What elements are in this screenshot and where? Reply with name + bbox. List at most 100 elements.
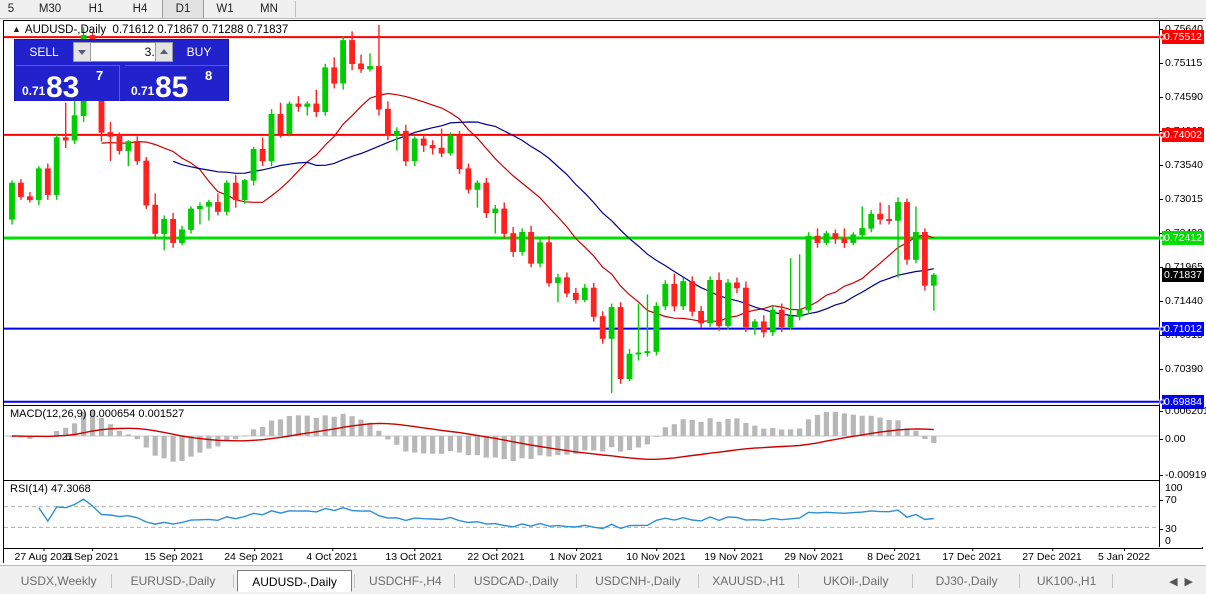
candlestick[interactable] (9, 182, 15, 220)
candlestick[interactable] (662, 283, 669, 307)
symbol-tab-xauusd-h1[interactable]: XAUUSD-,H1 (712, 574, 785, 588)
candlestick[interactable] (313, 103, 320, 113)
timeframe-button-h1[interactable]: H1 (88, 3, 104, 15)
candlestick[interactable] (331, 67, 338, 84)
volume-decrease-button[interactable] (73, 42, 91, 62)
candlestick[interactable] (859, 228, 866, 236)
candlestick[interactable] (62, 137, 69, 141)
candlestick[interactable] (787, 316, 794, 328)
candlestick[interactable] (44, 168, 51, 195)
price-level-label-support-blue[interactable]: 0.71012 (1162, 321, 1204, 336)
symbol-tab-usdcnh-daily[interactable]: USDCNH-,Daily (595, 574, 681, 588)
candlestick[interactable] (751, 321, 758, 328)
candlestick[interactable] (707, 279, 713, 324)
candlestick[interactable] (179, 229, 185, 243)
candlestick[interactable] (904, 202, 910, 260)
candlestick[interactable] (850, 234, 857, 243)
candlestick[interactable] (143, 160, 150, 206)
timeframe-button-d1[interactable]: D1 (162, 0, 204, 18)
candlestick[interactable] (367, 66, 373, 70)
candlestick[interactable] (18, 182, 24, 197)
price-level-handle[interactable] (1159, 326, 1165, 332)
candlestick[interactable] (375, 66, 382, 110)
candlestick[interactable] (402, 130, 409, 162)
candlestick[interactable] (26, 196, 33, 201)
candlestick[interactable] (474, 182, 481, 190)
price-level-handle[interactable] (1159, 34, 1165, 40)
candlestick[interactable] (71, 115, 78, 141)
timeframe-button-h4[interactable]: H4 (132, 3, 148, 15)
candlestick[interactable] (886, 219, 892, 221)
candlestick[interactable] (716, 279, 722, 326)
candlestick[interactable] (161, 219, 167, 234)
buy-quote[interactable]: 0.71 85 8 (125, 65, 228, 103)
volume-increase-button[interactable] (155, 42, 173, 62)
candlestick[interactable] (277, 114, 284, 135)
price-chart-canvas[interactable] (4, 21, 1159, 403)
candlestick[interactable] (554, 277, 561, 284)
candlestick[interactable] (340, 40, 346, 84)
timeframe-button-w1[interactable]: W1 (216, 3, 234, 15)
price-chart-pane[interactable]: ▲ AUDUSD-,Daily 0.71612 0.71867 0.71288 0… (4, 21, 1159, 403)
candlestick[interactable] (644, 351, 651, 354)
candlestick[interactable] (689, 281, 696, 312)
candlestick[interactable] (107, 132, 114, 137)
candlestick[interactable] (546, 242, 552, 284)
price-level-label-resistance[interactable]: 0.74002 (1162, 127, 1204, 142)
candlestick[interactable] (134, 141, 141, 162)
candlestick[interactable] (581, 287, 588, 300)
price-level-handle[interactable] (1159, 235, 1165, 241)
candlestick[interactable] (125, 141, 132, 151)
candlestick[interactable] (796, 309, 803, 317)
candlestick[interactable] (358, 63, 364, 70)
candlestick[interactable] (537, 242, 543, 264)
candlestick[interactable] (868, 213, 875, 229)
candlestick[interactable] (680, 281, 687, 307)
symbol-tab-eurusd-daily[interactable]: EURUSD-,Daily (130, 574, 216, 588)
candlestick[interactable] (832, 233, 839, 239)
candlestick[interactable] (519, 232, 525, 253)
candlestick[interactable] (447, 136, 454, 154)
candlestick[interactable] (483, 182, 490, 214)
timeframe-button-m30[interactable]: M30 (38, 3, 62, 15)
candlestick[interactable] (769, 309, 776, 333)
timeframe-button-mn[interactable]: MN (260, 3, 278, 15)
price-scale[interactable]: 0.756400.751150.745900.740650.735400.730… (1159, 21, 1206, 547)
one-click-trading-panel[interactable]: SELL 3.00 BUY 0.71 83 7 (14, 39, 229, 103)
candlestick[interactable] (411, 138, 418, 162)
candlestick[interactable] (590, 287, 597, 317)
rsi-indicator-pane[interactable]: RSI(14) 47.3068 (4, 480, 1159, 548)
candlestick[interactable] (188, 208, 194, 230)
candlestick[interactable] (742, 287, 749, 328)
candlestick[interactable] (608, 307, 615, 339)
candlestick[interactable] (215, 202, 221, 212)
candlestick[interactable] (921, 232, 928, 286)
symbol-tab-uk100-h1[interactable]: UK100-,H1 (1036, 574, 1097, 588)
candlestick[interactable] (393, 130, 400, 136)
macd-indicator-pane[interactable]: MACD(12,26,9) 0.000654 0.001527 (4, 405, 1159, 478)
candlestick[interactable] (259, 149, 266, 162)
candlestick[interactable] (268, 114, 275, 162)
price-level-label-support-blue[interactable]: 0.69884 (1162, 394, 1204, 409)
symbol-tab-usdx-weekly[interactable]: USDX,Weekly (20, 574, 97, 588)
candlestick[interactable] (232, 182, 239, 201)
candlestick[interactable] (510, 233, 517, 252)
candlestick[interactable] (823, 233, 830, 243)
candlestick[interactable] (438, 147, 445, 154)
candlestick[interactable] (197, 206, 203, 210)
candlestick[interactable] (912, 232, 919, 260)
candlestick[interactable] (760, 321, 767, 333)
symbol-tab-usdcad-daily[interactable]: USDCAD-,Daily (473, 574, 559, 588)
candlestick[interactable] (223, 182, 230, 212)
price-level-handle[interactable] (1159, 399, 1165, 405)
candlestick[interactable] (617, 307, 624, 379)
candlestick[interactable] (877, 213, 883, 220)
price-level-label-current-price[interactable]: 0.71837 (1162, 268, 1204, 283)
symbol-tab-ukoil-daily[interactable]: UKOil-,Daily (823, 574, 889, 588)
candlestick[interactable] (53, 137, 60, 195)
candlestick[interactable] (563, 277, 570, 294)
symbol-tab-audusd-daily[interactable]: AUDUSD-,Daily (236, 570, 353, 592)
candlestick[interactable] (572, 292, 579, 301)
candlestick[interactable] (930, 274, 937, 286)
candlestick[interactable] (250, 149, 257, 181)
